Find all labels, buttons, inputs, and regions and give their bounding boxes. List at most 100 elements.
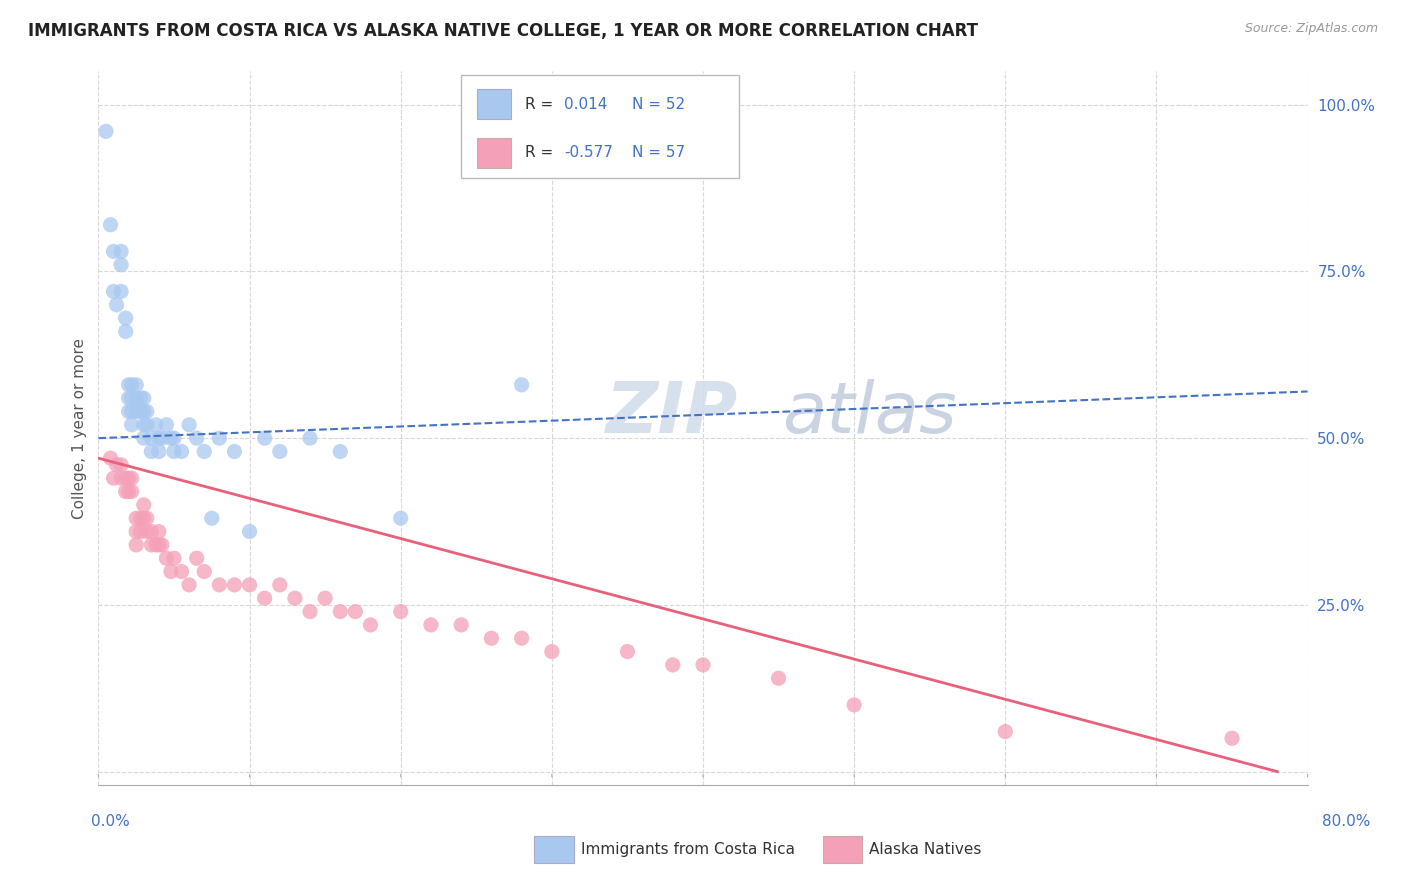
- Point: [186, 551, 208, 566]
- Point: [1220, 731, 1243, 746]
- Point: [110, 258, 132, 272]
- FancyBboxPatch shape: [477, 137, 510, 168]
- Point: [481, 632, 503, 646]
- Point: [135, 404, 157, 418]
- Text: R =: R =: [526, 145, 558, 161]
- Point: [510, 632, 533, 646]
- Point: [121, 471, 143, 485]
- Point: [239, 524, 262, 539]
- Text: Alaska Natives: Alaska Natives: [869, 842, 981, 856]
- Text: Immigrants from Costa Rica: Immigrants from Costa Rica: [581, 842, 794, 856]
- Text: R =: R =: [526, 96, 558, 112]
- Point: [141, 538, 163, 552]
- Point: [208, 578, 231, 592]
- Point: [114, 311, 136, 326]
- Point: [160, 431, 183, 445]
- Point: [125, 511, 148, 525]
- Point: [110, 471, 132, 485]
- Point: [201, 511, 224, 525]
- Point: [129, 524, 152, 539]
- Point: [299, 605, 322, 619]
- Point: [768, 671, 790, 685]
- Point: [360, 618, 382, 632]
- Point: [118, 377, 141, 392]
- Point: [148, 538, 170, 552]
- Point: [616, 644, 638, 658]
- Point: [125, 524, 148, 539]
- Point: [179, 417, 201, 432]
- Point: [179, 578, 201, 592]
- Point: [135, 524, 157, 539]
- Point: [135, 511, 157, 525]
- Point: [100, 218, 122, 232]
- Point: [129, 511, 152, 525]
- Point: [132, 417, 155, 432]
- Point: [132, 404, 155, 418]
- Point: [994, 724, 1017, 739]
- Point: [121, 404, 143, 418]
- Point: [132, 498, 155, 512]
- Point: [163, 431, 186, 445]
- Point: [329, 605, 352, 619]
- Point: [150, 538, 173, 552]
- Point: [155, 417, 177, 432]
- Point: [163, 444, 186, 458]
- Text: atlas: atlas: [782, 379, 956, 449]
- Text: N = 57: N = 57: [631, 145, 685, 161]
- Point: [284, 591, 307, 606]
- Point: [253, 431, 276, 445]
- Point: [125, 391, 148, 405]
- Point: [389, 511, 412, 525]
- Point: [239, 578, 262, 592]
- Point: [224, 444, 246, 458]
- Text: ZIP: ZIP: [606, 379, 738, 449]
- Point: [105, 298, 128, 312]
- Point: [103, 244, 125, 259]
- Point: [110, 244, 132, 259]
- Text: 80.0%: 80.0%: [1323, 814, 1371, 829]
- Point: [118, 484, 141, 499]
- Point: [114, 471, 136, 485]
- Text: 0.014: 0.014: [564, 96, 607, 112]
- Point: [94, 124, 117, 138]
- Point: [105, 458, 128, 472]
- Point: [125, 538, 148, 552]
- Point: [145, 417, 167, 432]
- Point: [125, 377, 148, 392]
- Y-axis label: College, 1 year or more: College, 1 year or more: [72, 338, 87, 518]
- Point: [661, 657, 683, 672]
- Point: [160, 565, 183, 579]
- Point: [420, 618, 443, 632]
- Point: [253, 591, 276, 606]
- Text: Source: ZipAtlas.com: Source: ZipAtlas.com: [1244, 22, 1378, 36]
- Text: -0.577: -0.577: [564, 145, 613, 161]
- Point: [118, 471, 141, 485]
- FancyBboxPatch shape: [461, 75, 740, 178]
- Text: IMMIGRANTS FROM COSTA RICA VS ALASKA NATIVE COLLEGE, 1 YEAR OR MORE CORRELATION : IMMIGRANTS FROM COSTA RICA VS ALASKA NAT…: [28, 22, 979, 40]
- Point: [121, 484, 143, 499]
- Point: [132, 431, 155, 445]
- Point: [314, 591, 336, 606]
- Point: [141, 524, 163, 539]
- Point: [163, 551, 186, 566]
- Point: [510, 377, 533, 392]
- Point: [125, 404, 148, 418]
- Point: [132, 391, 155, 405]
- Point: [148, 524, 170, 539]
- Point: [100, 451, 122, 466]
- Point: [114, 484, 136, 499]
- Point: [148, 431, 170, 445]
- Point: [118, 391, 141, 405]
- Point: [224, 578, 246, 592]
- Point: [344, 605, 367, 619]
- Point: [121, 391, 143, 405]
- Point: [135, 417, 157, 432]
- Point: [193, 444, 215, 458]
- Point: [129, 391, 152, 405]
- Point: [132, 511, 155, 525]
- Point: [103, 285, 125, 299]
- Point: [145, 538, 167, 552]
- Point: [170, 565, 193, 579]
- Point: [141, 444, 163, 458]
- Point: [299, 431, 322, 445]
